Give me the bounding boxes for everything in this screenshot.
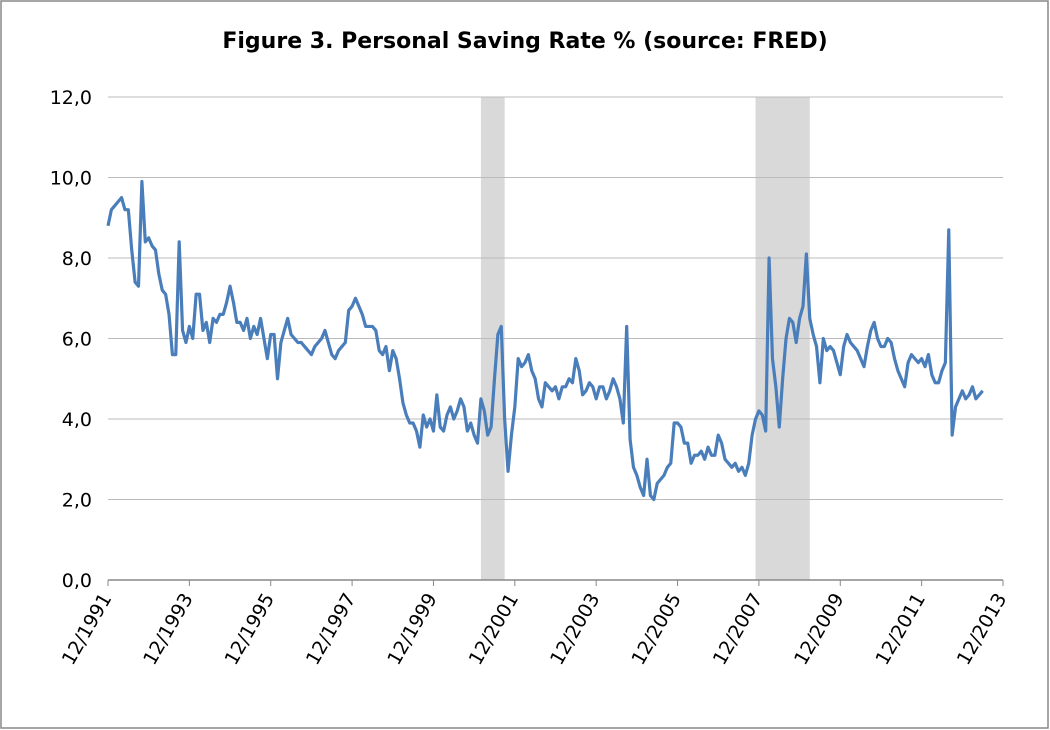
y-tick-label: 4,0 xyxy=(62,409,92,431)
y-tick-label: 12,0 xyxy=(50,87,92,109)
y-tick-label: 10,0 xyxy=(50,168,92,190)
y-tick-label: 0,0 xyxy=(62,570,92,592)
chart-title: Figure 3. Personal Saving Rate % (source… xyxy=(222,29,827,54)
y-tick-label: 2,0 xyxy=(62,490,92,512)
y-tick-label: 6,0 xyxy=(62,329,92,351)
y-tick-label: 8,0 xyxy=(62,248,92,270)
data-line xyxy=(106,179,984,502)
